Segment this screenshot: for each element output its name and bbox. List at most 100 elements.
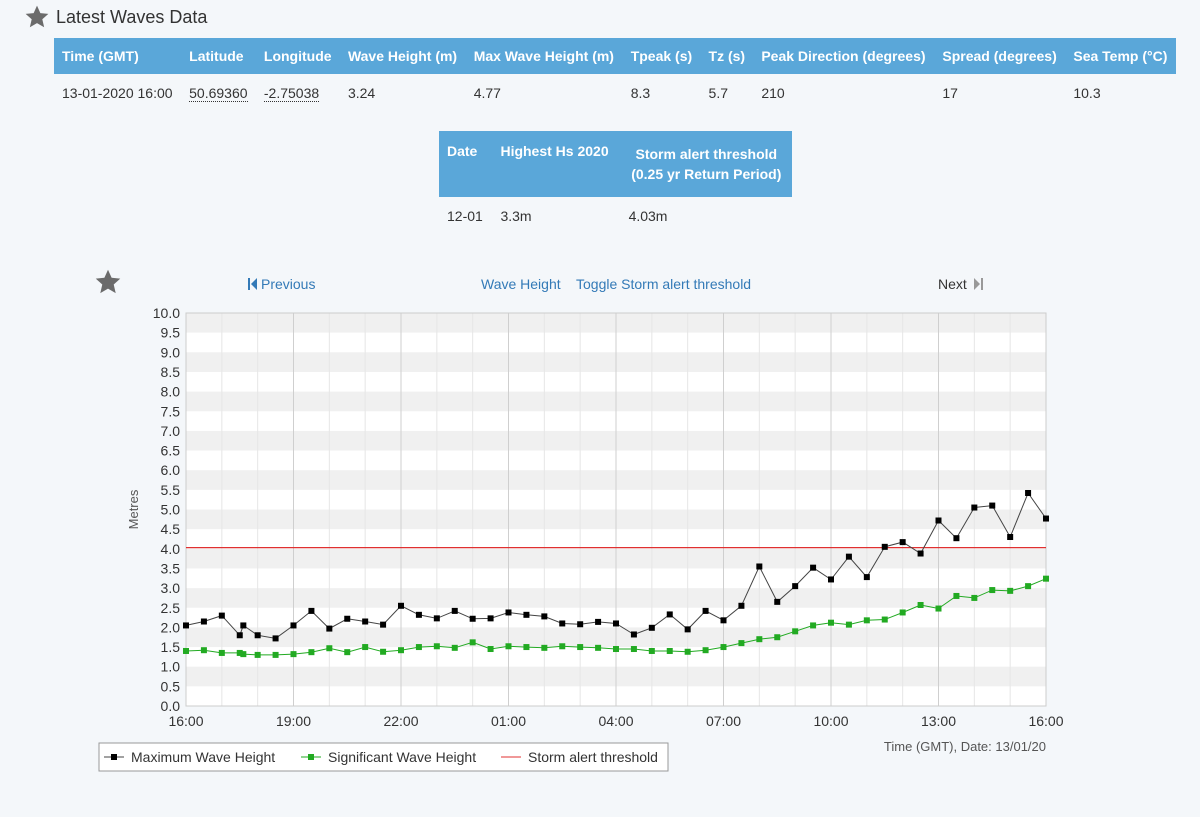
- data-point-max[interactable]: [953, 535, 960, 542]
- data-point-max[interactable]: [917, 550, 924, 557]
- data-point-sig[interactable]: [240, 651, 247, 658]
- data-point-sig[interactable]: [881, 616, 888, 623]
- data-point-sig[interactable]: [433, 643, 440, 650]
- data-point-max[interactable]: [200, 618, 207, 625]
- data-point-max[interactable]: [881, 543, 888, 550]
- data-point-sig[interactable]: [1025, 583, 1032, 590]
- data-point-sig[interactable]: [774, 634, 781, 641]
- data-point-sig[interactable]: [684, 648, 691, 655]
- data-point-sig[interactable]: [756, 636, 763, 643]
- data-point-max[interactable]: [899, 539, 906, 546]
- data-point-max[interactable]: [326, 625, 333, 632]
- data-point-max[interactable]: [308, 607, 315, 614]
- data-point-sig[interactable]: [953, 592, 960, 599]
- data-point-max[interactable]: [240, 622, 247, 629]
- data-point-max[interactable]: [254, 632, 261, 639]
- data-point-sig[interactable]: [738, 640, 745, 647]
- data-point-sig[interactable]: [935, 605, 942, 612]
- data-point-max[interactable]: [595, 618, 602, 625]
- data-point-sig[interactable]: [362, 644, 369, 651]
- chart-star-icon[interactable]: [94, 268, 122, 296]
- data-point-sig[interactable]: [577, 644, 584, 651]
- data-point-max[interactable]: [630, 631, 637, 638]
- data-point-sig[interactable]: [828, 619, 834, 626]
- data-point-max[interactable]: [523, 611, 530, 618]
- data-point-sig[interactable]: [218, 649, 225, 656]
- legend-sig-label[interactable]: Significant Wave Height: [328, 749, 476, 765]
- data-point-sig[interactable]: [559, 643, 566, 650]
- toggle-threshold-link[interactable]: Toggle Storm alert threshold: [576, 276, 751, 292]
- data-point-sig[interactable]: [236, 649, 243, 656]
- data-point-sig[interactable]: [308, 649, 315, 656]
- data-point-max[interactable]: [272, 635, 279, 642]
- data-point-max[interactable]: [1043, 515, 1049, 522]
- data-point-sig[interactable]: [1043, 575, 1049, 582]
- data-point-max[interactable]: [1007, 534, 1014, 541]
- data-point-sig[interactable]: [541, 644, 548, 651]
- data-point-sig[interactable]: [702, 647, 709, 654]
- wave-height-link[interactable]: Wave Height: [481, 276, 561, 292]
- data-point-max[interactable]: [738, 602, 745, 609]
- data-point-sig[interactable]: [917, 601, 924, 608]
- data-point-max[interactable]: [415, 611, 422, 618]
- data-point-sig[interactable]: [899, 609, 906, 616]
- data-point-sig[interactable]: [845, 621, 852, 628]
- data-point-max[interactable]: [774, 598, 781, 605]
- data-point-sig[interactable]: [1007, 587, 1014, 594]
- previous-link[interactable]: Previous: [248, 276, 315, 292]
- data-point-max[interactable]: [344, 615, 351, 622]
- data-point-max[interactable]: [577, 621, 584, 628]
- data-point-sig[interactable]: [971, 594, 978, 601]
- data-point-max[interactable]: [845, 553, 852, 560]
- data-point-sig[interactable]: [666, 647, 673, 654]
- data-point-max[interactable]: [613, 620, 619, 627]
- data-point-sig[interactable]: [989, 587, 996, 594]
- legend-threshold-label[interactable]: Storm alert threshold: [528, 749, 658, 765]
- data-point-max[interactable]: [380, 621, 387, 628]
- data-point-max[interactable]: [1025, 489, 1032, 496]
- data-point-max[interactable]: [218, 612, 225, 619]
- data-point-sig[interactable]: [200, 647, 207, 654]
- data-point-max[interactable]: [720, 617, 727, 624]
- data-point-sig[interactable]: [613, 646, 619, 653]
- cell-longitude[interactable]: -2.75038: [263, 85, 320, 102]
- data-point-sig[interactable]: [183, 647, 189, 654]
- data-point-sig[interactable]: [595, 644, 602, 651]
- data-point-max[interactable]: [971, 504, 978, 511]
- data-point-max[interactable]: [756, 563, 763, 570]
- data-point-max[interactable]: [487, 615, 494, 622]
- data-point-sig[interactable]: [630, 646, 637, 653]
- data-point-max[interactable]: [828, 576, 834, 583]
- data-point-sig[interactable]: [720, 644, 727, 651]
- data-point-max[interactable]: [559, 620, 566, 627]
- data-point-max[interactable]: [433, 615, 440, 622]
- legend[interactable]: Maximum Wave Height Significant Wave Hei…: [98, 742, 669, 772]
- data-point-sig[interactable]: [810, 622, 817, 629]
- data-point-max[interactable]: [505, 609, 512, 616]
- data-point-sig[interactable]: [380, 648, 387, 655]
- cell-latitude[interactable]: 50.69360: [189, 85, 248, 102]
- data-point-max[interactable]: [935, 517, 942, 524]
- data-point-sig[interactable]: [863, 617, 870, 624]
- data-point-max[interactable]: [792, 583, 799, 590]
- data-point-sig[interactable]: [415, 644, 422, 651]
- data-point-max[interactable]: [236, 632, 243, 639]
- data-point-sig[interactable]: [398, 647, 404, 654]
- data-point-sig[interactable]: [648, 647, 655, 654]
- data-point-max[interactable]: [863, 574, 870, 581]
- data-point-sig[interactable]: [487, 646, 494, 653]
- data-point-sig[interactable]: [254, 651, 261, 658]
- data-point-sig[interactable]: [469, 639, 476, 646]
- next-link[interactable]: Next: [938, 276, 983, 292]
- data-point-sig[interactable]: [451, 644, 458, 651]
- data-point-sig[interactable]: [290, 651, 297, 658]
- star-icon[interactable]: [24, 4, 50, 30]
- data-point-max[interactable]: [451, 607, 458, 614]
- data-point-sig[interactable]: [326, 645, 333, 652]
- data-point-max[interactable]: [290, 622, 297, 629]
- data-point-max[interactable]: [183, 622, 189, 629]
- data-point-sig[interactable]: [505, 643, 512, 650]
- data-point-max[interactable]: [666, 611, 673, 618]
- data-point-max[interactable]: [810, 564, 817, 571]
- data-point-max[interactable]: [469, 615, 476, 622]
